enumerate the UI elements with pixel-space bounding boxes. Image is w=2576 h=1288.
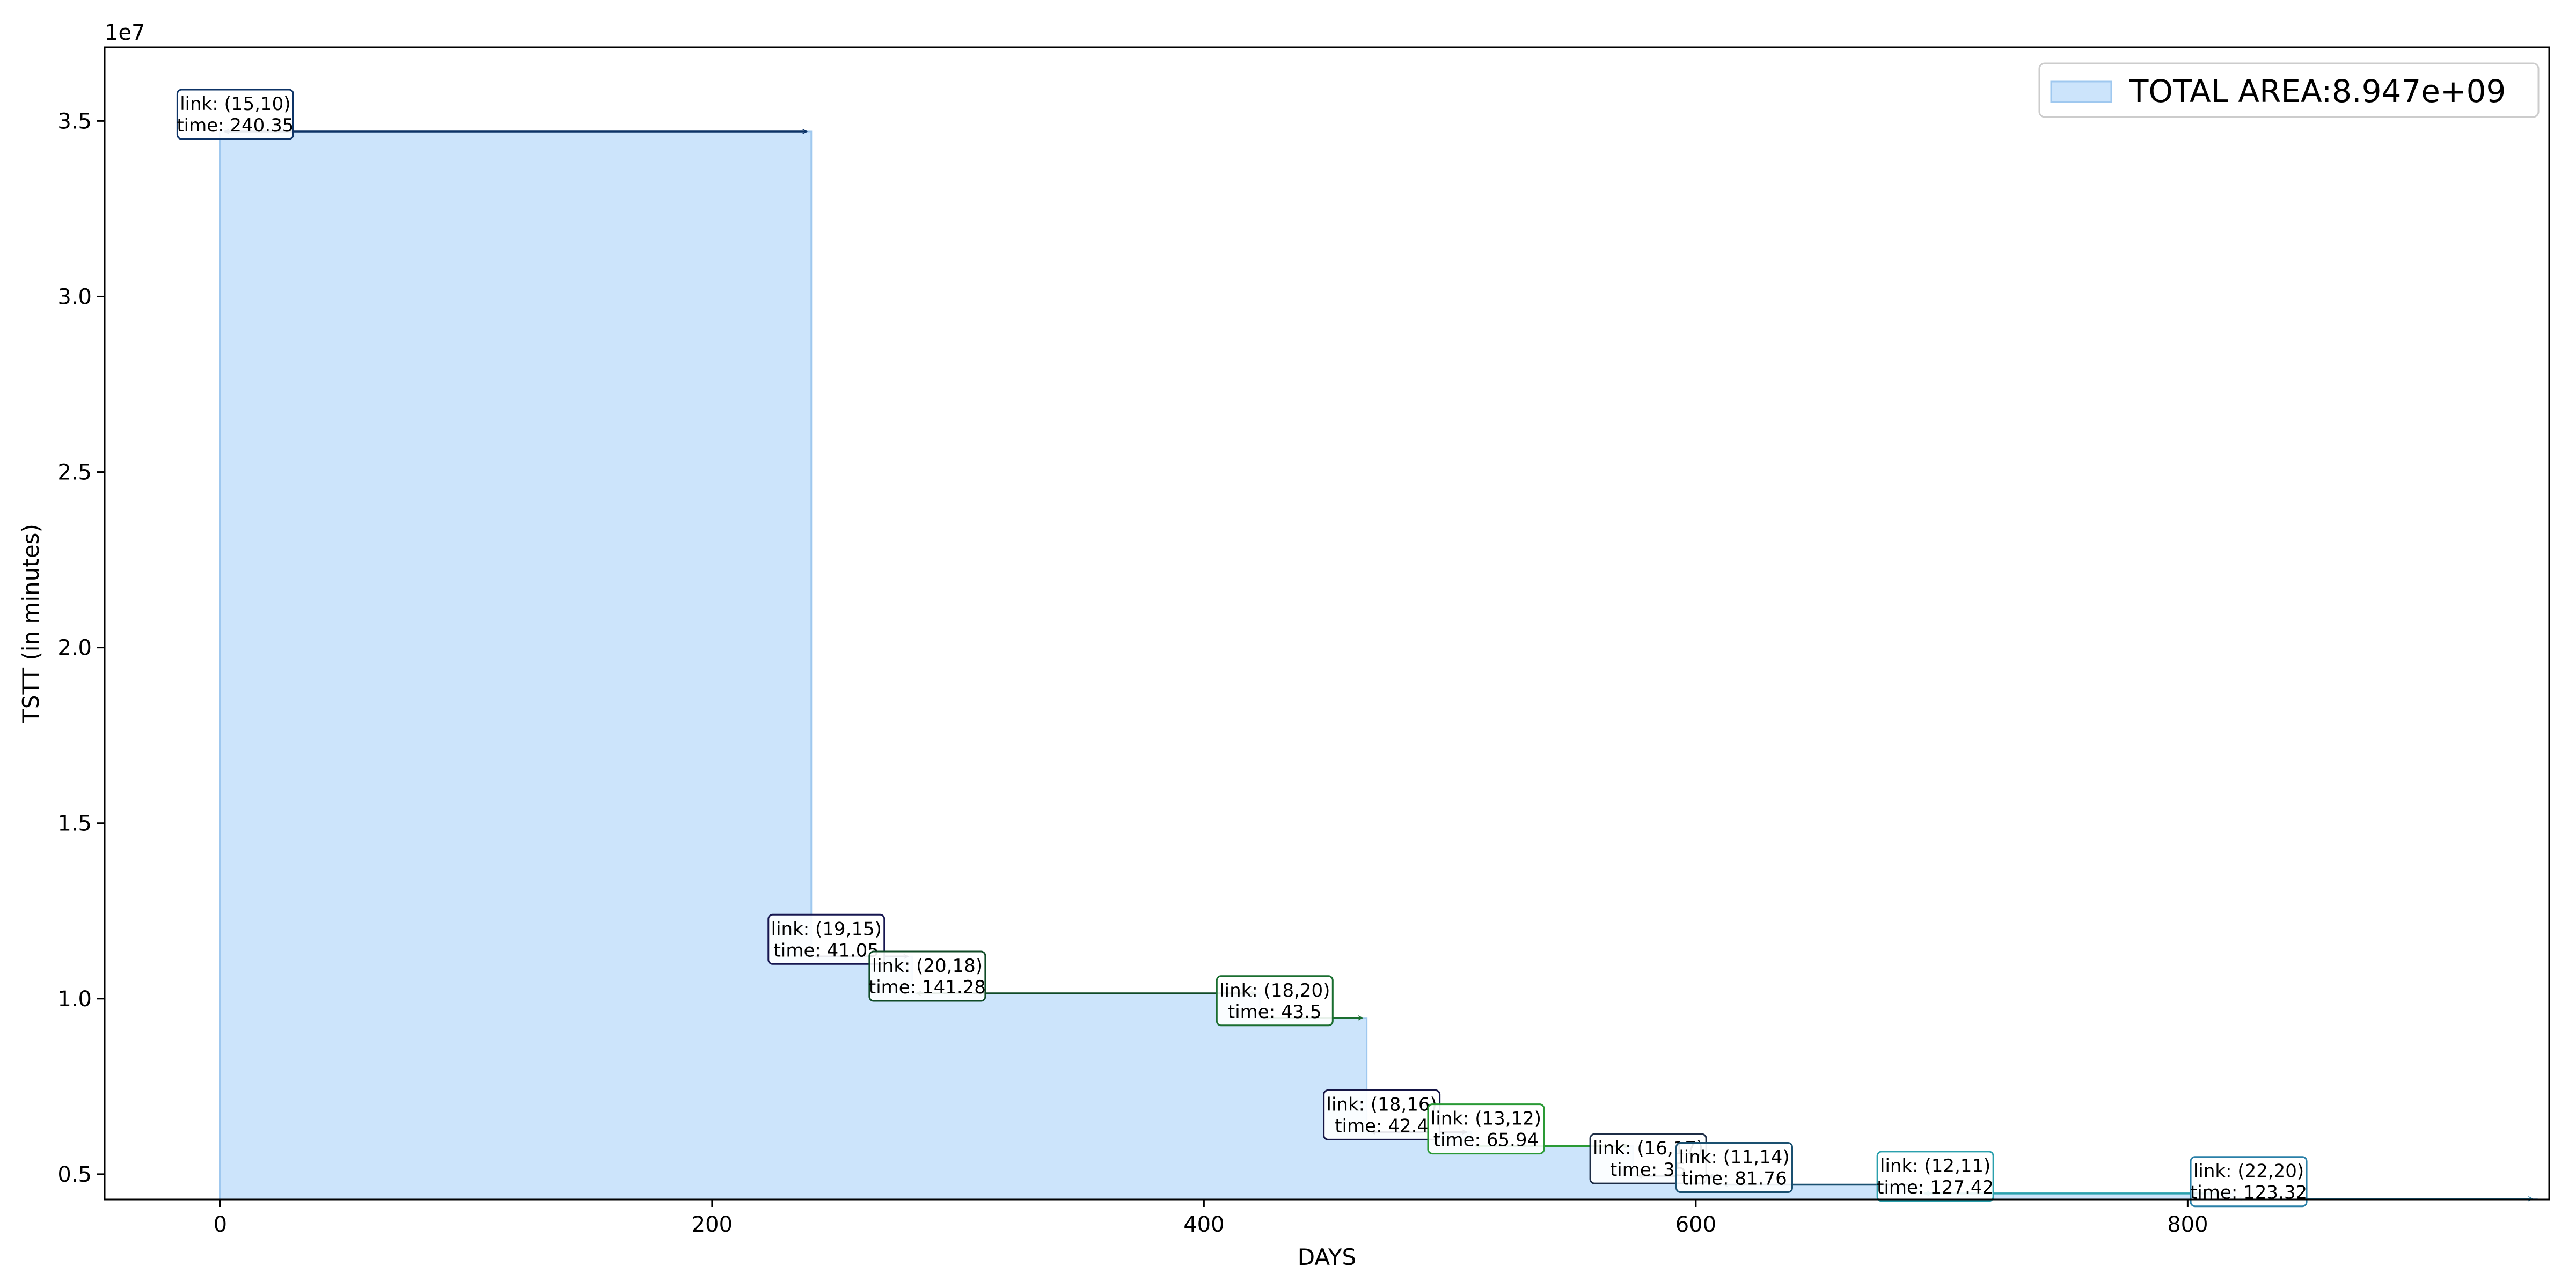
x-tick-label: 800: [2167, 1212, 2208, 1237]
segment-annotation: link: (18,20)time: 43.5: [1216, 975, 1334, 1027]
segment-annotation: link: (15,10)time: 240.35: [176, 89, 294, 140]
total-area: [219, 130, 2538, 1201]
annotation-time: time: 42.4: [1335, 1115, 1429, 1137]
y-tick-label: 1.5: [57, 811, 92, 836]
annotation-box: [868, 950, 986, 1002]
legend-box: [2038, 62, 2540, 118]
x-axis-label: DAYS: [1298, 1244, 1356, 1270]
segment-annotation: link: (20,18)time: 141.28: [868, 950, 986, 1002]
y-axis: 0.5 1.0 1.5 2.0 2.5 3.0 3.5: [57, 109, 105, 1187]
annotation-link: link: (19,15): [771, 918, 882, 940]
annotation-box: [767, 913, 885, 965]
area-layer: [219, 130, 2538, 1201]
x-tick-label: 400: [1183, 1212, 1224, 1237]
legend-swatch: [2050, 80, 2112, 103]
x-tick-label: 0: [214, 1212, 227, 1237]
y-tick-label: 0.5: [57, 1162, 92, 1187]
annotation-box: [1427, 1103, 1545, 1155]
y-tick-label: 2.5: [57, 460, 92, 485]
legend: TOTAL AREA:8.947e+09: [2038, 62, 2540, 118]
annotation-link: link: (20,18): [872, 955, 983, 977]
annotation-link: link: (22,20): [2193, 1161, 2304, 1182]
annotation-link: link: (12,11): [1880, 1155, 1990, 1177]
x-axis: 0 200 400 600 800: [214, 1199, 2208, 1237]
annotation-time: time: 127.42: [1877, 1177, 1994, 1198]
segment-annotation: link: (18,16)time: 42.4: [1323, 1089, 1441, 1140]
annotation-time: time: 65.94: [1433, 1130, 1539, 1151]
annotation-time: time: 43.5: [1228, 1001, 1322, 1023]
annotation-time: time: 35: [1610, 1159, 1686, 1181]
annotation-box: [176, 89, 294, 140]
y-axis-label: TSTT (in minutes): [18, 524, 44, 723]
plot-frame: [104, 46, 2550, 1201]
annotation-link: link: (18,16): [1327, 1094, 1437, 1115]
segment-annotation: link: (13,12)time: 65.94: [1427, 1103, 1545, 1155]
y-tick-label: 3.0: [57, 284, 92, 309]
annotation-link: link: (15,10): [180, 93, 290, 115]
annotation-time: time: 123.32: [2190, 1182, 2307, 1204]
y-scale-label: 1e7: [105, 20, 145, 45]
annotation-time: time: 240.35: [177, 115, 294, 136]
segment-annotation: link: (12,11)time: 127.42: [1876, 1151, 1994, 1202]
annotation-box: [2190, 1156, 2308, 1208]
x-tick-label: 600: [1675, 1212, 1716, 1237]
y-tick-label: 2.0: [57, 636, 92, 661]
annotation-box: [1876, 1151, 1994, 1202]
annotation-time: time: 41.05: [774, 940, 879, 961]
annotation-link: link: (13,12): [1431, 1108, 1541, 1130]
y-tick-label: 3.5: [57, 109, 92, 134]
annotation-box: [1216, 975, 1334, 1027]
y-tick-label: 1.0: [57, 987, 92, 1012]
annotation-link: link: (11,14): [1679, 1147, 1789, 1168]
legend-label: TOTAL AREA:8.947e+09: [2129, 73, 2506, 109]
annotation-time: time: 141.28: [869, 977, 986, 998]
segment-annotation: link: (19,15)time: 41.05: [767, 913, 885, 965]
x-tick-label: 200: [692, 1212, 733, 1237]
annotation-link: link: (18,20): [1219, 980, 1330, 1001]
segment-annotation: link: (11,14)time: 81.76: [1675, 1142, 1793, 1194]
annotation-time: time: 81.76: [1681, 1168, 1787, 1190]
annotation-box: [1675, 1142, 1793, 1194]
